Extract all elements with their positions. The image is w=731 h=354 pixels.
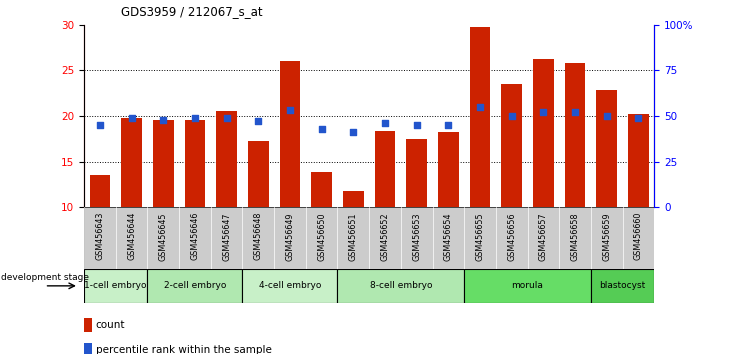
Point [157,117,169,122]
Bar [375,131,395,207]
Text: GSM456655: GSM456655 [476,212,485,261]
Bar [90,175,110,207]
Bar [565,63,586,207]
Point [601,113,613,119]
Text: 2-cell embryo: 2-cell embryo [164,281,226,290]
Bar [84,343,92,354]
Text: percentile rank within the sample: percentile rank within the sample [96,345,272,354]
Bar [248,142,268,207]
Text: GSM456647: GSM456647 [222,212,231,261]
Text: GSM456646: GSM456646 [191,212,200,261]
Bar [121,118,142,207]
Bar [243,269,338,303]
Text: GSM456659: GSM456659 [602,212,611,261]
Bar [148,269,243,303]
Bar [338,269,464,303]
Point [284,108,296,113]
Bar [470,27,491,207]
Bar [84,269,148,303]
Text: GSM456660: GSM456660 [634,212,643,261]
Bar [153,120,173,207]
Point [126,115,137,121]
Point [411,122,423,128]
Text: GSM456652: GSM456652 [381,212,390,261]
Bar [311,172,332,207]
Point [252,119,264,124]
Text: GSM456656: GSM456656 [507,212,516,261]
Bar [185,120,205,207]
Bar [628,114,648,207]
Text: count: count [96,320,125,330]
Text: GSM456645: GSM456645 [159,212,167,261]
Text: GSM456648: GSM456648 [254,212,262,261]
Point [221,115,232,121]
Point [347,130,359,135]
Bar [343,191,363,207]
Text: GSM456657: GSM456657 [539,212,548,261]
Text: GSM456654: GSM456654 [444,212,452,261]
Point [632,115,644,121]
Bar [84,318,92,332]
Bar [501,84,522,207]
Point [316,126,327,132]
Point [94,122,106,128]
Bar [216,112,237,207]
Text: 1-cell embryo: 1-cell embryo [85,281,147,290]
Text: morula: morula [512,281,543,290]
Bar [406,139,427,207]
Text: GSM456643: GSM456643 [96,212,105,261]
Point [506,113,518,119]
Point [537,109,549,115]
Point [379,120,391,126]
Text: GSM456650: GSM456650 [317,212,326,261]
Text: GSM456658: GSM456658 [571,212,580,261]
Text: blastocyst: blastocyst [599,281,645,290]
Text: GSM456651: GSM456651 [349,212,357,261]
Point [474,104,486,110]
Bar [596,90,617,207]
Point [189,115,201,121]
Text: 4-cell embryo: 4-cell embryo [259,281,321,290]
Point [569,109,581,115]
Text: GSM456644: GSM456644 [127,212,136,261]
Bar [464,269,591,303]
Text: 8-cell embryo: 8-cell embryo [370,281,432,290]
Text: GSM456653: GSM456653 [412,212,421,261]
Bar [280,61,300,207]
Text: GDS3959 / 212067_s_at: GDS3959 / 212067_s_at [121,5,262,18]
Bar [533,58,553,207]
Bar [438,132,458,207]
Point [442,122,454,128]
Text: development stage: development stage [1,273,88,281]
Text: GSM456649: GSM456649 [286,212,295,261]
Bar [591,269,654,303]
